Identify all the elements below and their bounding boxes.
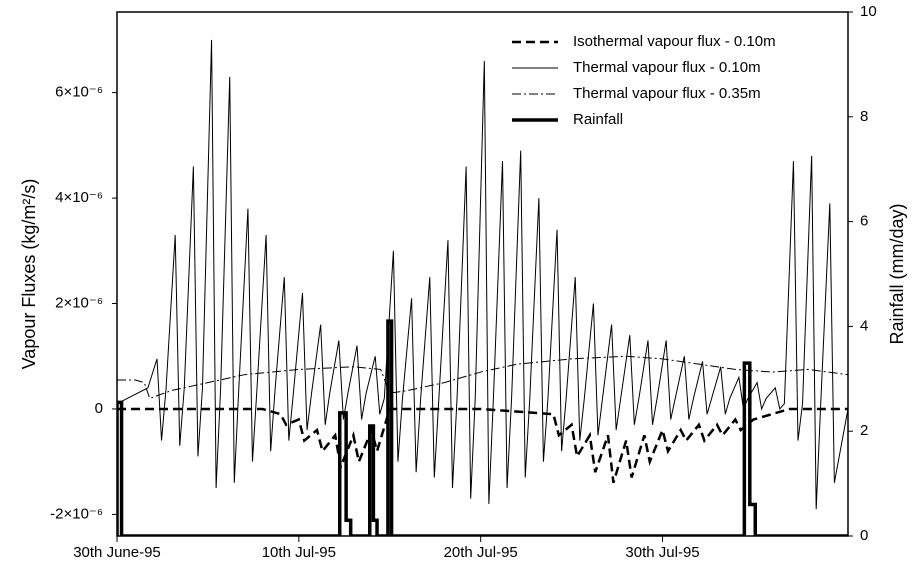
x-tick-label: 30th June-95 [73, 544, 161, 561]
y-tick-label: 0 [95, 400, 103, 417]
y2-tick-label: 4 [860, 317, 868, 334]
legend-label: Thermal vapour flux - 0.35m [573, 85, 761, 102]
legend-label: Isothermal vapour flux - 0.10m [573, 33, 776, 50]
y-tick-label: 2×10⁻⁶ [55, 294, 103, 311]
x-tick-label: 10th Jul-95 [262, 544, 336, 561]
y-tick-label: -2×10⁻⁶ [50, 505, 103, 522]
y2-tick-label: 10 [860, 3, 877, 20]
legend-label: Rainfall [573, 111, 623, 128]
y2-axis-label: Rainfall (mm/day) [887, 203, 907, 344]
series-line [117, 39, 848, 510]
y2-tick-label: 6 [860, 213, 868, 230]
y2-tick-label: 2 [860, 422, 868, 439]
legend-label: Thermal vapour flux - 0.10m [573, 59, 761, 76]
y-axis-label: Vapour Fluxes (kg/m²/s) [19, 179, 39, 370]
y-tick-label: 6×10⁻⁶ [55, 84, 103, 101]
y2-tick-label: 8 [860, 108, 868, 125]
series-line [117, 355, 848, 400]
x-tick-label: 30th Jul-95 [625, 544, 699, 561]
series-line [117, 407, 848, 484]
x-tick-label: 20th Jul-95 [444, 544, 518, 561]
plot-area [117, 39, 848, 536]
series-line [117, 319, 848, 536]
y-tick-label: 4×10⁻⁶ [55, 189, 103, 206]
y2-tick-label: 0 [860, 527, 868, 544]
